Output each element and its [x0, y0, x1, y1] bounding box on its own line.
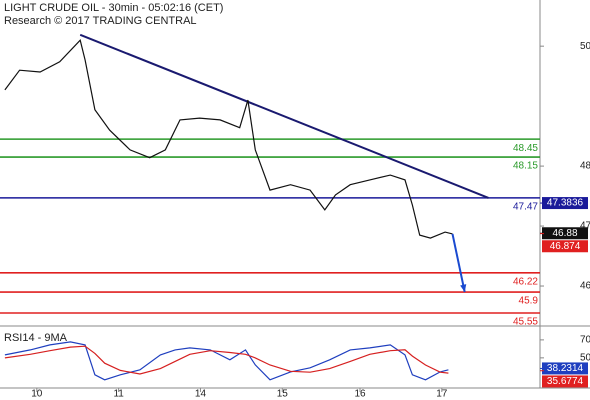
- level-label: 48.15: [513, 161, 538, 172]
- series-line: [4, 38, 453, 239]
- x-tick-label: 10: [31, 389, 43, 400]
- price-marker: [542, 240, 588, 253]
- forecast-arrow: [451, 233, 466, 293]
- level-label: 45.55: [513, 317, 538, 328]
- y-tick-label: 47: [580, 221, 590, 232]
- price-marker-label: 38.2314: [547, 363, 584, 374]
- price-marker: [542, 362, 588, 375]
- x-tick-label: 15: [277, 389, 289, 400]
- level-label: 47.47: [513, 202, 538, 213]
- x-tick-label: 14: [195, 389, 207, 400]
- price-marker: [542, 227, 588, 240]
- price-marker-label: 46.88: [552, 228, 577, 239]
- price-marker-label: 47.3836: [547, 198, 584, 209]
- y-tick-label: 46: [580, 281, 590, 292]
- price-marker-label: 35.6774: [547, 376, 584, 387]
- x-tick-label: 11: [113, 389, 124, 400]
- x-tick-label: 16: [354, 389, 366, 400]
- level-label: 45.9: [519, 296, 539, 307]
- price-marker: [542, 197, 588, 210]
- chart-subtitle: Research © 2017 TRADING CENTRAL: [4, 15, 197, 27]
- trend-line: [79, 33, 489, 199]
- indicator-title: RSI14 - 9MA: [4, 332, 68, 344]
- level-label: 48.45: [513, 143, 538, 154]
- y-tick-label: 50: [580, 352, 590, 363]
- arrow-head: [460, 284, 467, 293]
- price-marker-label: 46.874: [550, 241, 581, 252]
- series-line: [4, 345, 449, 375]
- x-tick-label: 17: [436, 389, 448, 400]
- y-tick-label: 70: [580, 335, 590, 346]
- chart-title: LIGHT CRUDE OIL - 30min - 05:02:16 (CET): [4, 2, 223, 14]
- price-marker: [542, 375, 588, 388]
- level-label: 46.22: [513, 276, 538, 287]
- y-tick-label: 48: [580, 161, 590, 172]
- y-tick-label: 50: [580, 41, 590, 52]
